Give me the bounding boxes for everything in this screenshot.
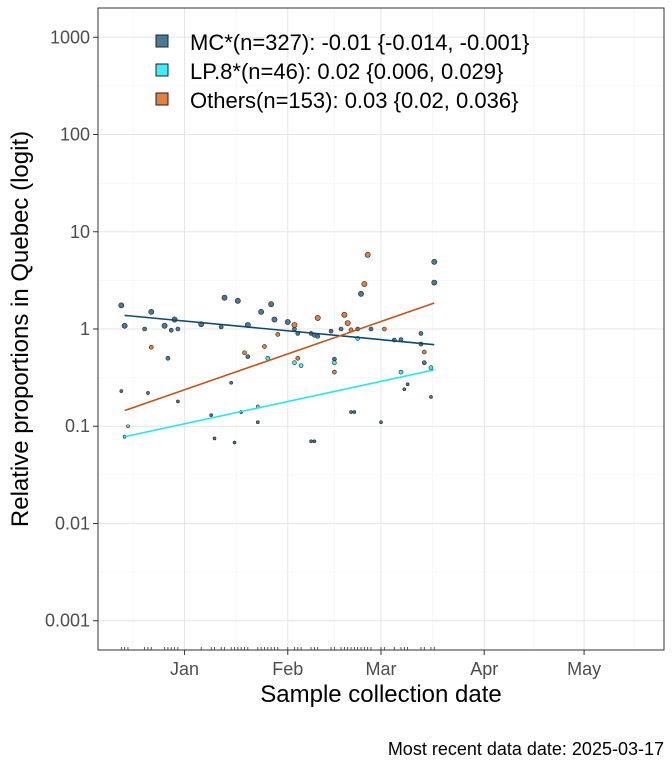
data-point-series-2 bbox=[295, 355, 301, 361]
y-tick-label: 10 bbox=[70, 222, 90, 242]
legend-key-series-2 bbox=[155, 92, 169, 106]
y-axis-title: Relative proportions in Quebec (logit) bbox=[7, 131, 34, 527]
data-point-series-0 bbox=[431, 279, 438, 286]
data-point-series-0 bbox=[402, 387, 407, 392]
data-point-series-0 bbox=[258, 308, 265, 315]
fit-lines bbox=[124, 302, 435, 438]
data-point-series-0 bbox=[429, 395, 433, 399]
data-point-series-2 bbox=[148, 344, 154, 350]
y-tick-label: 0.001 bbox=[45, 611, 90, 631]
data-point-series-2 bbox=[382, 326, 387, 332]
data-point-series-2 bbox=[242, 350, 247, 356]
data-point-series-2 bbox=[314, 315, 321, 321]
data-point-series-1 bbox=[298, 363, 304, 368]
data-point-series-2 bbox=[364, 251, 371, 258]
fit-line-series-1 bbox=[124, 369, 435, 438]
data-point-series-0 bbox=[349, 410, 353, 414]
data-point-series-0 bbox=[119, 389, 124, 393]
data-point-series-2 bbox=[341, 311, 348, 318]
data-point-series-0 bbox=[418, 331, 424, 336]
data-point-series-0 bbox=[256, 420, 260, 425]
data-point-series-0 bbox=[165, 355, 171, 361]
fit-line-series-2 bbox=[124, 302, 435, 412]
x-tick-label: Jan bbox=[170, 659, 199, 679]
date-rug bbox=[120, 647, 435, 650]
data-point-series-0 bbox=[245, 354, 251, 359]
fit-line-series-0 bbox=[124, 314, 435, 346]
data-point-series-0 bbox=[118, 302, 125, 309]
legend-label-series-1: LP.8*(n=46): 0.02 {0.006, 0.029} bbox=[190, 59, 503, 84]
data-point-series-2 bbox=[344, 320, 351, 326]
data-point-series-0 bbox=[312, 439, 317, 444]
data-point-series-2 bbox=[421, 349, 427, 355]
data-point-series-0 bbox=[229, 380, 233, 385]
x-tick-label: Mar bbox=[366, 659, 397, 679]
data-point-series-0 bbox=[352, 410, 357, 414]
legend-label-series-2: Others(n=153): 0.03 {0.02, 0.036} bbox=[190, 88, 518, 113]
x-tick-label: Apr bbox=[470, 659, 498, 679]
data-point-series-0 bbox=[175, 326, 181, 332]
data-point-series-0 bbox=[431, 258, 438, 265]
data-point-series-2 bbox=[291, 322, 298, 328]
data-point-series-0 bbox=[271, 316, 278, 323]
data-point-series-2 bbox=[275, 332, 281, 337]
y-tick-label: 1000 bbox=[50, 27, 90, 47]
data-point-series-0 bbox=[218, 324, 224, 330]
legend-label-series-0: MC*(n=327): -0.01 {-0.014, -0.001} bbox=[190, 30, 529, 55]
data-point-series-0 bbox=[209, 413, 213, 417]
x-tick-label: May bbox=[567, 659, 601, 679]
data-point-series-2 bbox=[361, 281, 368, 287]
y-tick-label: 1 bbox=[80, 319, 90, 339]
data-point-series-0 bbox=[232, 440, 237, 445]
grid-major bbox=[98, 8, 664, 650]
data-point-series-0 bbox=[146, 391, 150, 395]
data-point-series-0 bbox=[121, 322, 128, 329]
data-point-series-0 bbox=[148, 308, 155, 315]
data-point-series-0 bbox=[358, 290, 364, 297]
y-tick-label: 100 bbox=[60, 125, 90, 145]
data-point-series-0 bbox=[212, 436, 217, 441]
data-point-series-1 bbox=[428, 365, 434, 370]
y-tick-label: 0.01 bbox=[55, 513, 90, 533]
data-point-series-2 bbox=[262, 344, 267, 349]
data-point-series-2 bbox=[332, 369, 337, 375]
y-tick-label: 0.1 bbox=[65, 416, 90, 436]
legend: MC*(n=327): -0.01 {-0.014, -0.001} LP.8*(… bbox=[155, 30, 529, 113]
data-point-series-0 bbox=[168, 327, 174, 333]
data-point-series-0 bbox=[284, 319, 291, 325]
caption: Most recent data date: 2025-03-17 bbox=[388, 739, 664, 759]
data-point-series-0 bbox=[405, 382, 410, 387]
legend-key-series-1 bbox=[155, 63, 169, 77]
legend-key-series-0 bbox=[155, 34, 169, 48]
x-axis: Jan Feb Mar Apr May bbox=[170, 650, 601, 679]
data-point-series-0 bbox=[368, 326, 374, 332]
x-tick-label: Feb bbox=[272, 659, 303, 679]
data-point-series-0 bbox=[221, 294, 228, 301]
data-point-series-0 bbox=[268, 301, 275, 308]
data-point-series-1 bbox=[332, 360, 337, 366]
data-point-series-0 bbox=[315, 334, 321, 339]
data-point-series-0 bbox=[176, 399, 180, 404]
data-point-series-0 bbox=[379, 420, 383, 425]
data-point-series-0 bbox=[309, 439, 313, 444]
data-point-series-0 bbox=[338, 326, 344, 332]
data-point-series-1 bbox=[292, 360, 297, 366]
data-point-series-0 bbox=[161, 322, 168, 329]
data-point-series-0 bbox=[328, 328, 334, 334]
x-axis-title: Sample collection date bbox=[260, 681, 501, 708]
data-point-series-1 bbox=[398, 369, 404, 375]
data-point-series-0 bbox=[234, 297, 241, 304]
data-point-series-0 bbox=[142, 326, 147, 332]
data-point-series-0 bbox=[421, 360, 427, 366]
data-point-series-1 bbox=[126, 424, 130, 429]
y-axis: 0.001 0.01 0.1 1 10 100 1000 bbox=[45, 27, 98, 631]
